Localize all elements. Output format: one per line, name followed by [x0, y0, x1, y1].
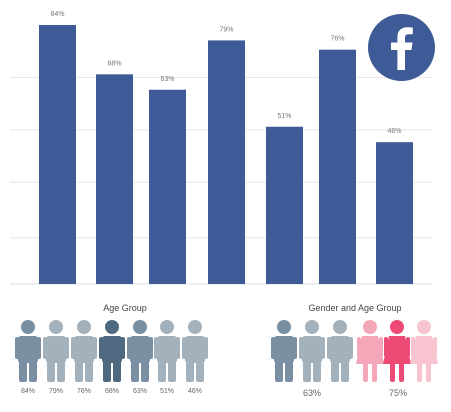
bar-value-label: 84%	[50, 11, 64, 18]
age-group-percentage: 63%	[132, 388, 147, 395]
age-group-percentage: 84%	[20, 388, 35, 395]
age-group-percentage: 51%	[159, 388, 174, 395]
male-person-icon	[271, 320, 297, 382]
male-person-icon	[99, 320, 125, 382]
people-icons	[15, 320, 438, 382]
bar-value-label: 68%	[107, 60, 121, 67]
bar-value-label: 79%	[219, 26, 233, 33]
male-person-icon	[327, 320, 353, 382]
bar	[266, 126, 303, 284]
facebook-icon	[368, 14, 435, 81]
age-group-title: Age Group	[103, 303, 147, 313]
male-person-icon	[15, 320, 41, 382]
gender-age-group-title: Gender and Age Group	[308, 303, 402, 313]
female-person-icon	[410, 320, 438, 382]
bar-chart: 84% 68% 63% 79% 51% 76% 46%	[10, 11, 432, 285]
bar	[149, 89, 186, 284]
male-person-icon	[299, 320, 325, 382]
male-person-icon	[43, 320, 69, 382]
bar-value-label: 51%	[277, 113, 291, 120]
male-person-icon	[182, 320, 208, 382]
bar-value-label: 63%	[160, 76, 174, 83]
female-person-icon	[356, 320, 384, 382]
bar	[319, 49, 356, 284]
age-group-percentage: 46%	[187, 388, 202, 395]
bar	[376, 142, 413, 284]
male-person-icon	[127, 320, 153, 382]
male-percentage: 63%	[302, 388, 321, 398]
female-percentage: 75%	[388, 388, 407, 398]
bar	[96, 74, 133, 284]
bar-value-label: 76%	[330, 36, 344, 43]
bar	[208, 40, 245, 284]
male-person-icon	[71, 320, 97, 382]
age-group-percentage: 76%	[76, 388, 91, 395]
bar-value-label: 46%	[387, 128, 401, 135]
age-group-percentage: 68%	[104, 388, 119, 395]
age-group-percentage: 79%	[48, 388, 63, 395]
male-person-icon	[154, 320, 180, 382]
female-person-icon	[383, 320, 411, 382]
bar	[39, 25, 76, 284]
